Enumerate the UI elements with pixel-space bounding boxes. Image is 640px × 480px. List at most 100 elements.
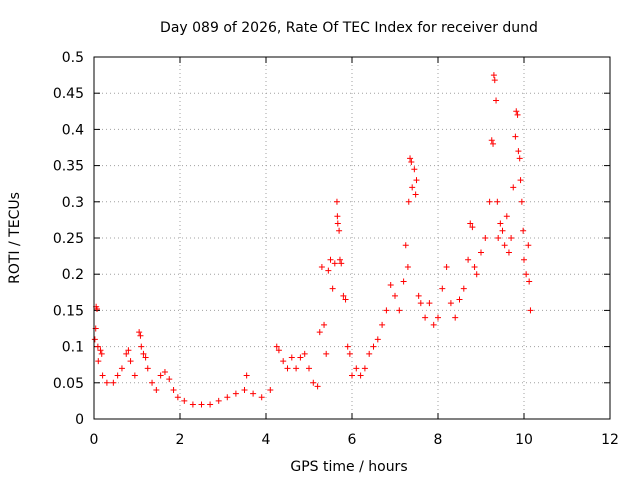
data-point-marker [488, 137, 495, 144]
data-point-marker [467, 220, 474, 227]
data-point-marker [349, 372, 355, 379]
data-point-marker [174, 394, 181, 401]
data-point-marker [514, 111, 521, 118]
data-point-marker [142, 354, 149, 361]
data-point-marker [181, 397, 188, 404]
data-point-marker [250, 390, 257, 397]
data-point-marker [118, 365, 125, 372]
data-point-marker [314, 383, 321, 390]
data-point-marker [144, 365, 151, 372]
data-point-marker [340, 292, 347, 299]
data-point-marker [409, 184, 416, 191]
x-tick-label: 2 [176, 432, 185, 448]
data-point-marker [284, 365, 291, 372]
data-point-marker [94, 343, 101, 350]
data-point-marker [527, 307, 534, 314]
data-point-marker [494, 198, 501, 205]
x-tick-label: 4 [262, 432, 271, 448]
x-tick-label: 8 [434, 432, 443, 448]
data-point-marker [405, 198, 412, 205]
data-point-marker [325, 267, 332, 274]
data-point-marker [460, 285, 467, 292]
data-point-marker [125, 347, 132, 354]
data-point-marker [357, 372, 364, 379]
data-point-marker [490, 140, 497, 147]
data-point-marker [473, 271, 480, 278]
data-point-marker [452, 314, 459, 321]
data-point-marker [516, 155, 523, 162]
y-tick-label: 0.3 [62, 195, 84, 211]
data-point-marker [198, 401, 205, 408]
data-point-marker [331, 260, 338, 267]
data-point-marker [123, 350, 130, 357]
data-point-marker [508, 235, 515, 241]
data-point-marker [329, 285, 336, 292]
data-point-marker [370, 343, 377, 350]
data-point-marker [415, 292, 422, 299]
y-tick-label: 0.45 [53, 86, 84, 102]
data-point-marker [491, 77, 498, 84]
data-point-marker [374, 336, 381, 343]
data-point-marker [383, 307, 390, 314]
data-point-marker [342, 296, 349, 303]
data-point-marker [110, 379, 117, 386]
data-point-marker [520, 227, 527, 234]
data-point-marker [333, 198, 340, 205]
data-point-marker [288, 354, 295, 361]
y-tick-label: 0.5 [62, 50, 84, 66]
data-point-marker [411, 166, 418, 173]
data-point-marker [323, 350, 330, 357]
data-point-marker [361, 365, 368, 372]
data-point-marker [95, 358, 102, 365]
data-point-marker [273, 343, 280, 350]
data-point-marker [523, 271, 530, 278]
y-axis-title: ROTI / TECUs [7, 192, 23, 284]
data-point-marker [497, 220, 504, 227]
data-point-marker [478, 249, 484, 256]
data-point-marker [515, 148, 522, 155]
data-point-marker [344, 343, 351, 350]
y-tick-label: 0 [75, 412, 84, 428]
data-point-marker [510, 184, 517, 191]
data-point-marker [435, 314, 441, 321]
data-point-marker [503, 213, 510, 220]
data-point-marker [430, 321, 437, 328]
data-point-marker [310, 379, 317, 386]
data-point-marker [392, 292, 398, 299]
data-point-marker [91, 336, 98, 343]
data-point-marker [98, 350, 105, 357]
data-point-marker [443, 263, 450, 270]
y-tick-labels: 0 0.05 0.1 0.15 0.2 0.25 0.3 0.35 0.4 0.45 0.5 [53, 50, 84, 428]
data-point-marker [157, 372, 164, 379]
data-point-marker [153, 387, 160, 394]
y-tick-label: 0.2 [62, 267, 84, 283]
data-point-marker [127, 358, 134, 365]
data-point-marker [280, 358, 287, 365]
data-point-marker [161, 368, 168, 375]
data-point-marker [138, 343, 145, 350]
data-point-marker [243, 372, 250, 379]
data-point-marker [499, 227, 506, 234]
data-point-marker [334, 220, 341, 227]
data-point-marker [456, 296, 463, 303]
data-point-marker [297, 354, 304, 361]
data-point-marker [137, 332, 144, 339]
data-point-marker [189, 401, 196, 408]
data-point-marker [447, 300, 454, 307]
x-tick-label: 6 [348, 432, 357, 448]
x-axis-title: GPS time / hours [290, 459, 407, 475]
y-tick-label: 0.4 [62, 122, 84, 138]
data-point-marker [526, 278, 533, 285]
data-point-marker [131, 372, 138, 379]
data-point-marker [207, 401, 214, 408]
data-point-marker [417, 300, 424, 307]
grid-lines [94, 57, 610, 419]
data-point-marker [336, 227, 343, 234]
data-point-marker [513, 108, 520, 115]
data-point-marker [482, 235, 489, 241]
data-point-marker [366, 350, 373, 357]
data-points [91, 72, 534, 408]
data-point-marker [149, 379, 156, 386]
data-point-marker [493, 97, 500, 104]
